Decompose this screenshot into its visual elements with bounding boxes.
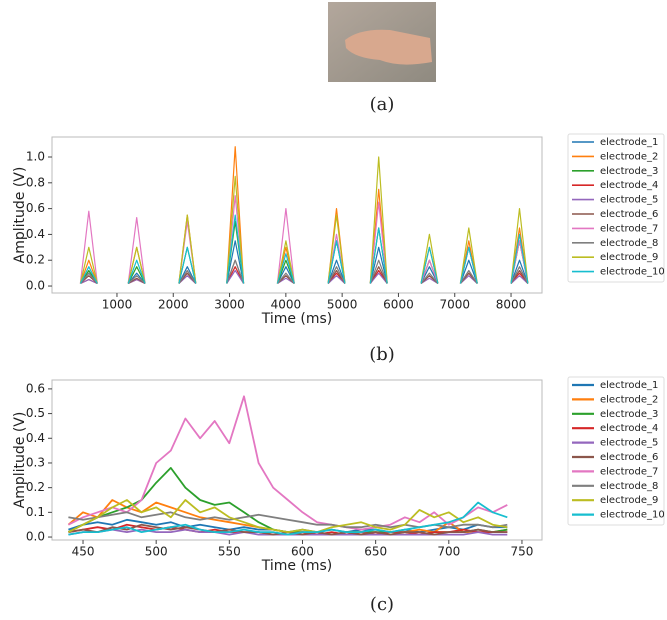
- x-tick-label: 550: [218, 545, 241, 559]
- plot-frame: [51, 136, 543, 294]
- x-tick-label: 8000: [496, 298, 527, 312]
- legend-label: electrode_4: [600, 180, 658, 191]
- legend-label: electrode_6: [600, 452, 658, 463]
- y-tick-label: 0.0: [26, 530, 45, 544]
- legend-label: electrode_10: [600, 510, 665, 521]
- legend-label: electrode_7: [600, 223, 658, 234]
- y-tick-label: 0.0: [26, 279, 45, 293]
- x-axis-label: Time (ms): [261, 311, 333, 327]
- x-tick-label: 4000: [271, 298, 302, 312]
- chart: 0.0 0.1 0.2 0.3 0.4 0.5 0.6 450 500 550 600 650 700 7…: [12, 376, 665, 574]
- x-tick-label: 2000: [158, 298, 189, 312]
- y-axis-label: Amplitude (V): [12, 167, 28, 264]
- series-line: [67, 499, 508, 533]
- series-line: [67, 467, 508, 536]
- series-line: [79, 146, 529, 284]
- legend-label: electrode_2: [600, 394, 658, 405]
- series-line: [79, 156, 529, 284]
- legend-label: electrode_9: [600, 252, 658, 263]
- legend-label: electrode_7: [600, 466, 658, 477]
- photo: [328, 2, 436, 82]
- legend-label: electrode_8: [600, 481, 658, 492]
- x-tick-label: 500: [145, 545, 168, 559]
- legend-label: electrode_2: [600, 151, 658, 162]
- x-tick-label: 750: [511, 545, 534, 559]
- x-axis-label: Time (ms): [261, 558, 333, 574]
- series-line: [79, 220, 529, 284]
- series-line: [79, 195, 529, 284]
- y-tick-label: 0.2: [26, 253, 45, 267]
- series-line: [80, 269, 529, 285]
- x-tick-label: 6000: [383, 298, 414, 312]
- caption: (a): [370, 94, 395, 115]
- legend-label: electrode_6: [600, 209, 658, 220]
- legend-label: electrode_10: [600, 267, 665, 278]
- x-tick-label: 5000: [327, 298, 358, 312]
- x-tick-label: 1000: [102, 298, 133, 312]
- caption: (b): [369, 344, 395, 365]
- series-line: [79, 214, 529, 284]
- legend-label: electrode_5: [600, 438, 658, 449]
- plot-frame: [51, 379, 543, 541]
- plot-area: [67, 395, 508, 536]
- caption: (c): [370, 594, 394, 615]
- y-axis-label: Amplitude (V): [12, 412, 28, 509]
- legend-label: electrode_3: [600, 166, 658, 177]
- y-tick-label: 0.8: [26, 175, 45, 189]
- series-line: [68, 501, 508, 536]
- y-tick-label: 0.6: [26, 381, 45, 395]
- legend-label: electrode_8: [600, 238, 658, 249]
- y-tick-label: 0.1: [26, 505, 45, 519]
- y-tick-label: 0.5: [26, 406, 45, 420]
- y-tick-label: 0.4: [26, 431, 45, 445]
- x-tick-label: 450: [72, 545, 95, 559]
- legend: electrode_1 electrode_2 electrode_3electro…: [567, 133, 665, 283]
- chart: 0.0 0.2 0.4 0.6 0.8 1.0 1000 2000 3000 4000 5000 60…: [12, 133, 665, 327]
- plot-area: [79, 146, 529, 285]
- legend-label: electrode_1: [600, 137, 658, 148]
- x-tick-label: 650: [364, 545, 387, 559]
- legend-label: electrode_1: [600, 380, 658, 391]
- legend-label: electrode_4: [600, 423, 658, 434]
- legend: electrode_1 electrode_2 electrode_3electro…: [567, 376, 665, 526]
- series-line: [79, 259, 529, 284]
- legend-label: electrode_3: [600, 409, 658, 420]
- legend-label: electrode_9: [600, 495, 658, 506]
- y-tick-label: 1.0: [26, 150, 45, 164]
- x-tick-label: 600: [291, 545, 314, 559]
- y-tick-label: 0.3: [26, 455, 45, 469]
- x-tick-label: 7000: [439, 298, 470, 312]
- y-tick-label: 0.2: [26, 480, 45, 494]
- x-tick-label: 3000: [214, 298, 245, 312]
- y-tick-label: 0.4: [26, 227, 45, 241]
- series-line: [67, 395, 508, 531]
- x-tick-label: 700: [437, 545, 460, 559]
- legend-label: electrode_5: [600, 195, 658, 206]
- y-tick-label: 0.6: [26, 201, 45, 215]
